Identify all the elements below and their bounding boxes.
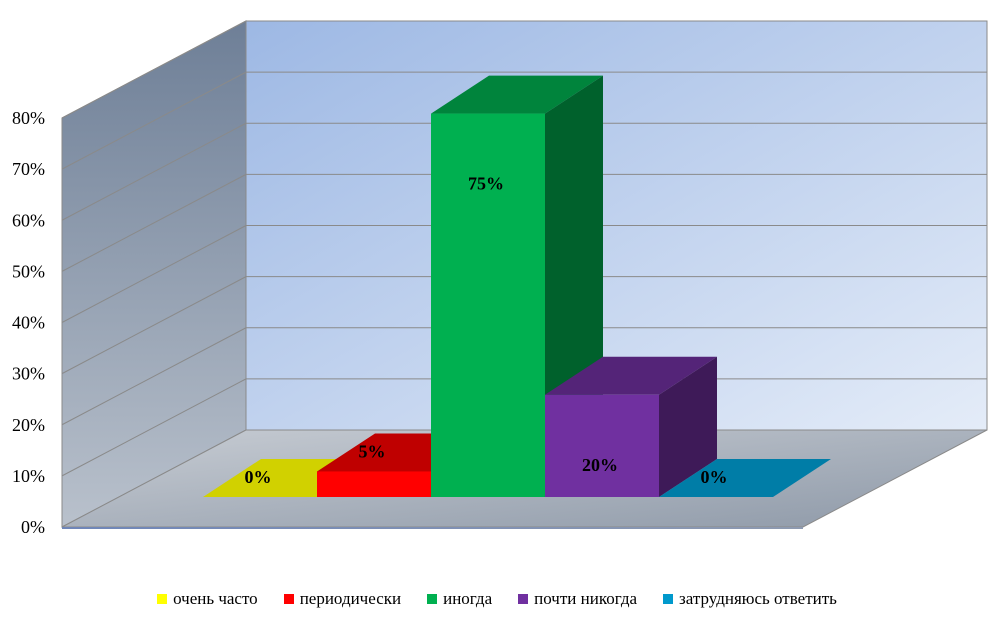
legend-label: затрудняюсь ответить bbox=[679, 589, 837, 608]
gridline-side bbox=[61, 122, 247, 221]
legend-swatch bbox=[663, 594, 674, 604]
y-tick-label: 40% bbox=[12, 313, 45, 333]
data-label: 75% bbox=[468, 174, 504, 194]
bar-4 bbox=[545, 356, 717, 497]
bar-top bbox=[431, 75, 603, 114]
data-label: 20% bbox=[582, 455, 618, 475]
legend-swatch bbox=[518, 594, 529, 604]
legend-item: затрудняюсь ответить bbox=[663, 589, 837, 609]
bars bbox=[203, 75, 831, 497]
gridline-side bbox=[61, 20, 247, 119]
bar-front bbox=[431, 113, 545, 497]
legend-label: очень часто bbox=[173, 589, 258, 608]
y-tick-label: 0% bbox=[21, 517, 45, 537]
bar-top bbox=[545, 356, 717, 395]
gridlines bbox=[61, 20, 987, 477]
gridline-side bbox=[61, 71, 247, 170]
y-tick-label: 80% bbox=[12, 108, 45, 128]
gridline-side bbox=[61, 276, 247, 375]
y-tick-label: 50% bbox=[12, 261, 45, 281]
gridline-side bbox=[61, 378, 247, 477]
data-labels: 0% 5% 75% 20% 0% bbox=[245, 174, 728, 487]
legend-item: очень часто bbox=[157, 589, 258, 609]
y-tick-label: 10% bbox=[12, 466, 45, 486]
legend-item: иногда bbox=[427, 589, 492, 609]
legend-item: почти никогда bbox=[518, 589, 637, 609]
y-axis: 0% 10% 20% 30% 40% 50% 60% 70% 80% bbox=[12, 108, 45, 537]
bar-front bbox=[545, 394, 659, 497]
legend-label: иногда bbox=[443, 589, 493, 608]
bar-side bbox=[659, 356, 717, 497]
gridline-side bbox=[61, 327, 247, 426]
floor-base bbox=[62, 527, 803, 529]
legend-swatch bbox=[283, 594, 294, 604]
gridline-side bbox=[61, 173, 247, 272]
legend-label: почти никогда bbox=[534, 589, 638, 608]
y-tick-label: 20% bbox=[12, 415, 45, 435]
legend-swatch bbox=[157, 594, 168, 604]
y-tick-label: 70% bbox=[12, 159, 45, 179]
gridline-side bbox=[61, 225, 247, 323]
data-label: 0% bbox=[245, 467, 272, 487]
legend-label: периодически bbox=[299, 589, 402, 608]
y-tick-label: 30% bbox=[12, 364, 45, 384]
data-label: 0% bbox=[701, 467, 728, 487]
legend-swatch bbox=[427, 594, 438, 604]
bar-5 bbox=[659, 459, 831, 497]
bar-top bbox=[659, 459, 831, 497]
legend-item: периодически bbox=[283, 589, 402, 609]
data-label: 5% bbox=[359, 441, 386, 461]
bar-front bbox=[317, 471, 431, 497]
y-tick-label: 60% bbox=[12, 210, 45, 230]
legend: очень часто периодически иногда почти никог… bbox=[0, 588, 994, 610]
